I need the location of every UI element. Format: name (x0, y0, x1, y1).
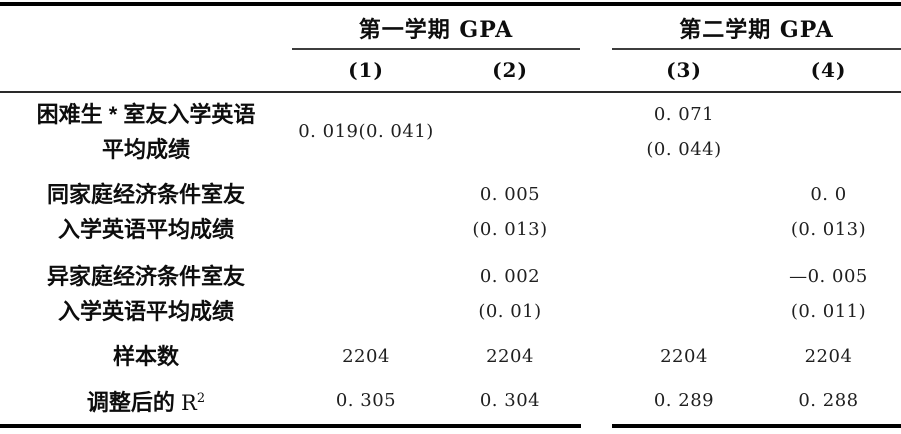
row1-col3-coef: 0. 071 (653, 103, 715, 125)
row2-col4-cell: 0. 0 (0. 013) (756, 172, 901, 252)
row5-label-zh: 调整后的 (86, 389, 175, 415)
row4-col2-cell: 2204 (440, 335, 580, 377)
row4-col4-n: 2204 (804, 345, 853, 367)
col-header-1: (1) (292, 48, 440, 91)
col-header-2: (2) (440, 48, 580, 91)
row2-col2-coef: 0. 005 (479, 184, 541, 205)
row5-label-r-squared: R2 (181, 391, 205, 415)
row4-col3-n: 2204 (660, 345, 708, 367)
col-group-semester2: 第二学期 GPA (612, 8, 901, 48)
row4-col1-n: 2204 (342, 345, 390, 367)
row5-col3-cell: 0. 289 (612, 377, 756, 424)
top-rule (0, 2, 901, 6)
row3-col4-se: (0. 011) (790, 300, 867, 322)
group1-underline (292, 48, 580, 50)
row2-label-line2: 入学英语平均成绩 (57, 217, 234, 242)
row5-col2-r2: 0. 304 (479, 390, 541, 411)
header-underline (0, 91, 901, 93)
row5-label-r: R (181, 390, 197, 415)
col-header-3-label: (3) (666, 57, 702, 82)
row1-label-line1: 困难生 * 室友入学英语 (36, 101, 256, 127)
col-header-1-label: (1) (348, 57, 384, 82)
row2-label: 同家庭经济条件室友 入学英语平均成绩 (0, 172, 292, 252)
col-header-2-label: (2) (492, 57, 528, 82)
row1-col3-se: (0. 044) (646, 138, 722, 160)
row2-col2-se: (0. 013) (472, 219, 548, 240)
row3-col2-coef: 0. 002 (479, 265, 541, 287)
row5-col3-r2: 0. 289 (653, 390, 715, 411)
col-group-semester2-title: 第二学期 GPA (679, 17, 834, 43)
row3-label-line2: 入学英语平均成绩 (57, 298, 234, 324)
col-group-semester1-title: 第一学期 GPA (358, 17, 514, 43)
row2-col4-coef: 0. 0 (810, 184, 847, 205)
row4-col4-cell: 2204 (756, 335, 901, 377)
row5-label-text: 调整后的 R2 (87, 381, 205, 421)
row3-col2-se: (0. 01) (478, 300, 542, 322)
row3-label-line1: 异家庭经济条件室友 (46, 263, 245, 289)
row1-col1-cell: 0. 019(0. 041) (292, 91, 440, 172)
table-grid: 第一学期 GPA 第二学期 GPA (1) (2) (3) (4) 困难生 * … (0, 8, 901, 424)
row4-col3-cell: 2204 (612, 335, 756, 377)
row5-col4-cell: 0. 288 (756, 377, 901, 424)
row5-col4-r2: 0. 288 (798, 390, 859, 411)
row3-label: 异家庭经济条件室友 入学英语平均成绩 (0, 252, 292, 335)
row5-label-sup: 2 (196, 390, 206, 406)
row3-col4-cell: —0. 005 (0. 011) (756, 252, 901, 335)
row5-col2-cell: 0. 304 (440, 377, 580, 424)
row2-label-line1: 同家庭经济条件室友 (46, 182, 245, 207)
row1-label-line2: 平均成绩 (101, 136, 190, 162)
row4-label-text: 样本数 (112, 343, 179, 369)
row3-col2-cell: 0. 002 (0. 01) (440, 252, 580, 335)
row5-col1-cell: 0. 305 (292, 377, 440, 424)
row5-label: 调整后的 R2 (0, 377, 292, 424)
group2-underline (612, 48, 901, 50)
row2-col4-se: (0. 013) (790, 219, 867, 240)
row3-col4-coef: —0. 005 (789, 265, 868, 287)
row1-col1-coef-se: 0. 019(0. 041) (298, 121, 434, 142)
row4-col1-cell: 2204 (292, 335, 440, 377)
row5-col1-r2: 0. 305 (335, 390, 397, 411)
col-header-4: (4) (756, 48, 901, 91)
col-header-3: (3) (612, 48, 756, 91)
bottom-rule-left (0, 424, 581, 428)
bottom-rule-right (612, 424, 901, 428)
row1-col3-cell: 0. 071 (0. 044) (612, 91, 756, 172)
row4-col2-n: 2204 (486, 345, 534, 367)
col-group-semester1: 第一学期 GPA (292, 8, 580, 48)
row2-col2-cell: 0. 005 (0. 013) (440, 172, 580, 252)
row4-label: 样本数 (0, 335, 292, 377)
col-header-4-label: (4) (810, 57, 847, 82)
row1-label: 困难生 * 室友入学英语 平均成绩 (0, 91, 292, 172)
